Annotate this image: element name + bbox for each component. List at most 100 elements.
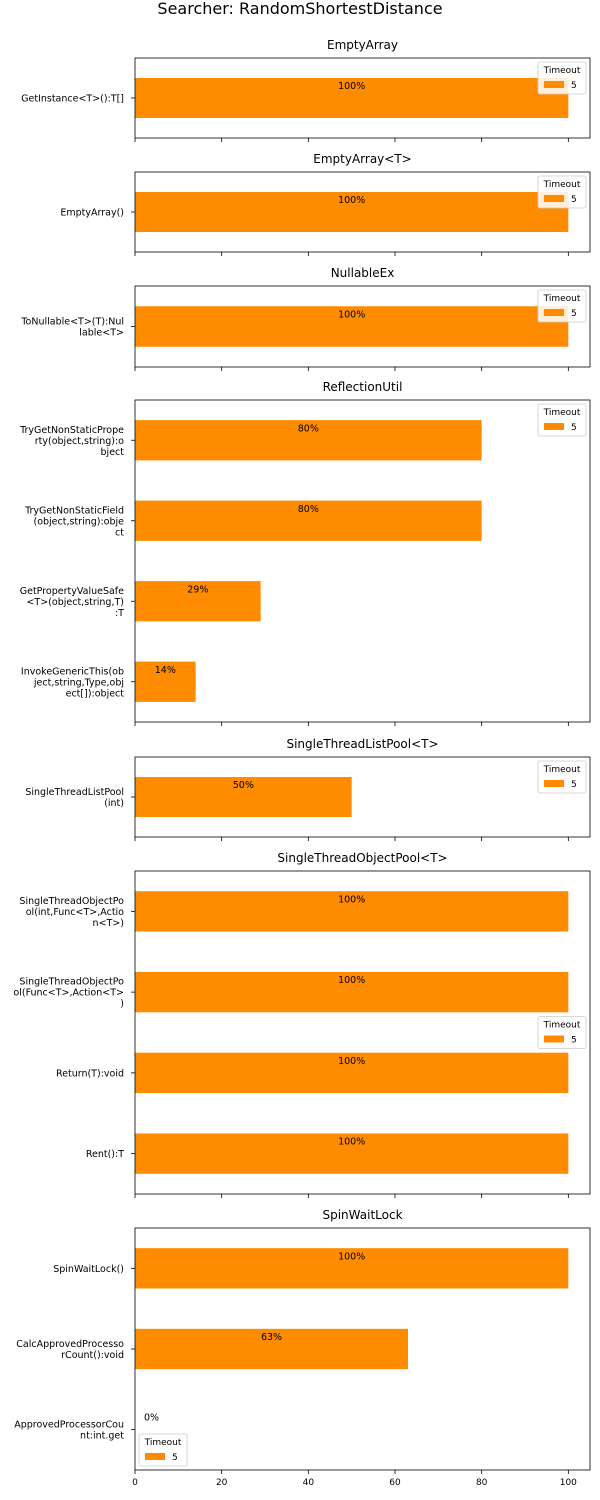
legend-label: 5	[172, 1453, 178, 1463]
bar	[135, 500, 482, 541]
x-tick-label: 60	[389, 1478, 401, 1488]
axes-frame	[134, 171, 591, 253]
bar-value-label: 100%	[338, 310, 365, 321]
axes-frame	[134, 756, 591, 838]
bar	[135, 420, 482, 461]
legend-swatch	[544, 81, 564, 88]
bar	[135, 1052, 569, 1094]
legend-title: Timeout	[543, 408, 581, 418]
bar	[135, 192, 569, 232]
legend: Timeout 5	[537, 289, 587, 323]
panels-group: EmptyArray 100% GetInstance<T>():T[] Timeou…	[13, 38, 591, 1488]
legend: Timeout 5	[537, 175, 587, 209]
legend-swatch	[544, 423, 564, 430]
panel-title: EmptyArray	[327, 38, 398, 52]
panel-title: SpinWaitLock	[322, 1208, 402, 1222]
category-label: ApprovedProcessorCou nt:int.get	[14, 1420, 124, 1442]
bar-value-label: 50%	[233, 780, 254, 791]
x-tick-label: 0	[132, 1478, 138, 1488]
axes-frame	[134, 870, 591, 1195]
category-label: GetInstance<T>():T[]	[21, 94, 124, 105]
legend-swatch	[145, 1453, 165, 1460]
legend-label: 5	[571, 309, 577, 319]
category-label: TryGetNonStaticField (object,string):obje…	[24, 505, 124, 538]
bar-value-label: 100%	[338, 1251, 365, 1262]
panel-7: SpinWaitLock 100% SpinWaitLock() 63% CalcApp…	[14, 1208, 591, 1488]
bar-value-label: 0%	[144, 1413, 159, 1424]
legend-label: 5	[571, 423, 577, 433]
panel-5: SingleThreadListPool<T> 50% SingleThreadLi…	[25, 737, 591, 841]
panel-title: EmptyArray<T>	[313, 152, 411, 166]
category-label: Rent():T	[86, 1149, 124, 1160]
category-label: InvokeGenericThis(ob ject,string,Type,obj…	[21, 666, 124, 699]
bar-value-label: 100%	[338, 1137, 365, 1148]
bar-value-label: 29%	[187, 584, 208, 595]
legend: Timeout 5	[138, 1433, 188, 1467]
legend-title: Timeout	[543, 765, 581, 775]
bar	[135, 306, 569, 347]
legend-swatch	[544, 780, 564, 787]
legend-label: 5	[571, 195, 577, 205]
bar-value-label: 100%	[338, 81, 365, 92]
bar-value-label: 14%	[155, 665, 176, 676]
x-tick-label: 80	[476, 1478, 488, 1488]
legend-swatch	[544, 309, 564, 316]
category-label: CalcApprovedProcesso rCount():void	[16, 1339, 124, 1361]
legend-label: 5	[571, 1036, 577, 1046]
x-tick-label: 40	[303, 1478, 315, 1488]
legend-title: Timeout	[543, 180, 581, 190]
x-tick-label: 100	[560, 1478, 577, 1488]
panel-title: NullableEx	[331, 266, 395, 280]
category-label: SpinWaitLock()	[53, 1264, 124, 1275]
bar-value-label: 100%	[338, 975, 365, 986]
legend: Timeout 5	[537, 760, 587, 794]
panel-title: ReflectionUtil	[323, 380, 403, 394]
bar	[135, 661, 196, 702]
bar-value-label: 80%	[298, 423, 319, 434]
bar	[135, 1133, 569, 1174]
bar-value-label: 100%	[338, 195, 365, 206]
category-label: SingleThreadObjectPo ol(Func<T>,Action<T>…	[13, 977, 124, 1010]
legend-swatch	[544, 195, 564, 202]
category-label: GetPropertyValueSafe <T>(object,string,T)…	[20, 586, 124, 619]
panel-1: EmptyArray 100% GetInstance<T>():T[] Timeou…	[21, 38, 591, 142]
category-label: EmptyArray()	[60, 208, 124, 219]
bar-value-label: 100%	[338, 1056, 365, 1067]
legend-title: Timeout	[543, 1021, 581, 1031]
bar	[135, 971, 569, 1013]
category-label: SingleThreadObjectPo ol(int,Func<T>,Actio…	[19, 896, 124, 929]
axes-frame	[134, 57, 591, 139]
legend: Timeout 5	[537, 403, 587, 437]
legend-title: Timeout	[543, 294, 581, 304]
category-label: Return(T):void	[56, 1068, 124, 1079]
bar-value-label: 100%	[338, 894, 365, 905]
legend: Timeout 5	[537, 1016, 587, 1049]
axes-frame	[134, 1227, 591, 1471]
bar-value-label: 63%	[261, 1332, 282, 1343]
axes-frame	[134, 285, 591, 368]
bar	[135, 891, 569, 932]
panel-title: SingleThreadListPool<T>	[286, 737, 438, 751]
x-tick-label: 20	[216, 1478, 228, 1488]
legend-label: 5	[571, 780, 577, 790]
bar	[135, 777, 352, 817]
panel-title: SingleThreadObjectPool<T>	[277, 851, 447, 865]
panel-6: SingleThreadObjectPool<T> 100% SingleThrea…	[13, 851, 591, 1198]
bar	[135, 1328, 408, 1370]
legend-title: Timeout	[144, 1438, 182, 1448]
axes-frame	[134, 399, 591, 723]
panel-2: EmptyArray<T> 100% EmptyArray() Timeout 5	[60, 152, 591, 256]
category-label: TryGetNonStaticPrope rty(object,string):o…	[19, 425, 124, 458]
figure-title: Searcher: RandomShortestDistance	[157, 0, 442, 18]
legend-title: Timeout	[543, 66, 581, 76]
bar	[135, 1248, 569, 1289]
category-label: SingleThreadListPool (int)	[25, 787, 124, 809]
bar	[135, 581, 261, 622]
bar-value-label: 80%	[298, 504, 319, 515]
category-label: ToNullable<T>(T):Nul lable<T>	[20, 317, 124, 339]
legend: Timeout 5	[537, 61, 587, 95]
bar	[135, 78, 569, 118]
legend-label: 5	[571, 81, 577, 91]
panel-4: ReflectionUtil 80% TryGetNonStaticPrope rty…	[19, 380, 591, 726]
